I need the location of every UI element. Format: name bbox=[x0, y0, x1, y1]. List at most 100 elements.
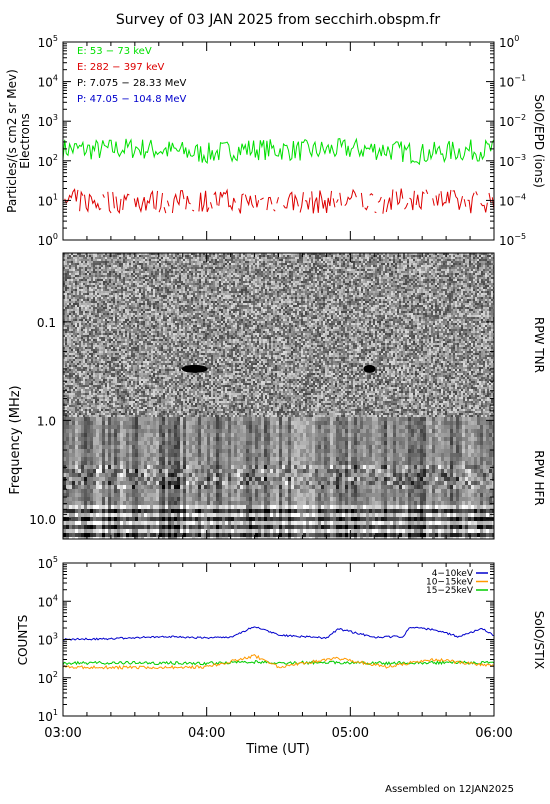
rpw-tnr-cell bbox=[145, 355, 147, 357]
epd-series-0 bbox=[63, 139, 494, 165]
rpw-tnr-cell bbox=[83, 415, 85, 417]
rpw-tnr-cell bbox=[163, 345, 165, 347]
rpw-tnr-cell bbox=[99, 347, 101, 349]
rpw-tnr-cell bbox=[79, 327, 81, 329]
rpw-tnr-cell bbox=[93, 389, 95, 391]
rpw-tnr-cell bbox=[97, 407, 99, 409]
rpw-tnr-cell bbox=[123, 293, 125, 295]
rpw-tnr-cell bbox=[117, 369, 119, 371]
rpw-tnr-cell bbox=[75, 267, 77, 269]
rpw-tnr-cell bbox=[175, 415, 177, 417]
rpw-tnr-cell bbox=[139, 331, 141, 333]
rpw-tnr-cell bbox=[85, 293, 87, 295]
rpw-tnr-cell bbox=[97, 349, 99, 351]
rpw-tnr-cell bbox=[137, 335, 139, 337]
rpw-tnr-cell bbox=[113, 259, 115, 261]
rpw-tnr-cell bbox=[181, 381, 183, 383]
rpw-tnr-cell bbox=[165, 313, 167, 315]
rpw-tnr-cell bbox=[87, 293, 89, 295]
rpw-tnr-cell bbox=[177, 341, 179, 343]
rpw-tnr-cell bbox=[73, 399, 75, 401]
rpw-tnr-cell bbox=[81, 399, 83, 401]
rpw-tnr-cell bbox=[173, 395, 175, 397]
rpw-tnr-cell bbox=[109, 415, 111, 417]
rpw-tnr-cell bbox=[135, 363, 137, 365]
rpw-tnr-cell bbox=[109, 293, 111, 295]
rpw-tnr-cell bbox=[89, 279, 91, 281]
rpw-tnr-cell bbox=[163, 267, 165, 269]
rpw-tnr-cell bbox=[145, 411, 147, 413]
rpw-tnr-cell bbox=[69, 345, 71, 347]
rpw-tnr-cell bbox=[139, 277, 141, 279]
rpw-tnr-cell bbox=[85, 263, 87, 265]
rpw-tnr-cell bbox=[119, 329, 121, 331]
rpw-tnr-cell bbox=[127, 297, 129, 299]
rpw-tnr-cell bbox=[167, 353, 169, 355]
rpw-tnr-cell bbox=[155, 329, 157, 331]
rpw-tnr-cell bbox=[145, 409, 147, 411]
rpw-tnr-cell bbox=[181, 265, 183, 267]
rpw-tnr-cell bbox=[177, 301, 179, 303]
rpw-tnr-cell bbox=[119, 325, 121, 327]
rpw-tnr-cell bbox=[163, 343, 165, 345]
rpw-tnr-cell bbox=[77, 255, 79, 257]
rpw-tnr-cell bbox=[119, 289, 121, 291]
rpw-tnr-cell bbox=[109, 331, 111, 333]
rpw-tnr-cell bbox=[85, 311, 87, 313]
rpw-tnr-cell bbox=[111, 287, 113, 289]
rpw-tnr-cell bbox=[71, 305, 73, 307]
rpw-tnr-cell bbox=[151, 395, 153, 397]
rpw-tnr-cell bbox=[167, 315, 169, 317]
rpw-tnr-cell bbox=[147, 401, 149, 403]
rpw-tnr-cell bbox=[179, 287, 181, 289]
rpw-tnr-cell bbox=[75, 411, 77, 413]
rpw-tnr-cell bbox=[109, 283, 111, 285]
rpw-tnr-cell bbox=[127, 333, 129, 335]
rpw-tnr-cell bbox=[83, 401, 85, 403]
rpw-tnr-cell bbox=[73, 277, 75, 279]
rpw-tnr-cell bbox=[153, 289, 155, 291]
rpw-tnr-cell bbox=[117, 399, 119, 401]
rpw-tnr-cell bbox=[173, 289, 175, 291]
rpw-tnr-cell bbox=[155, 389, 157, 391]
rpw-tnr-cell bbox=[143, 415, 145, 417]
rpw-tnr-cell bbox=[79, 411, 81, 413]
rpw-tnr-cell bbox=[177, 311, 179, 313]
rpw-tnr-cell bbox=[125, 269, 127, 271]
rpw-tnr-cell bbox=[157, 275, 159, 277]
rpw-tnr-cell bbox=[149, 395, 151, 397]
rpw-tnr-cell bbox=[133, 391, 135, 393]
rpw-tnr-cell bbox=[97, 311, 99, 313]
rpw-tnr-cell bbox=[173, 313, 175, 315]
rpw-tnr-cell bbox=[77, 307, 79, 309]
rpw-tnr-cell bbox=[105, 311, 107, 313]
rpw-tnr-cell bbox=[147, 327, 149, 329]
rpw-tnr-cell bbox=[139, 379, 141, 381]
rpw-tnr-cell bbox=[95, 341, 97, 343]
rpw-tnr-cell bbox=[91, 263, 93, 265]
rpw-tnr-cell bbox=[183, 313, 185, 315]
rpw-tnr-cell bbox=[73, 351, 75, 353]
rpw-tnr-cell bbox=[97, 389, 99, 391]
rpw-tnr-cell bbox=[153, 279, 155, 281]
rpw-tnr-cell bbox=[97, 341, 99, 343]
rpw-tnr-cell bbox=[65, 361, 67, 363]
rpw-tnr-cell bbox=[73, 309, 75, 311]
rpw-tnr-cell bbox=[85, 361, 87, 363]
rpw-tnr-cell bbox=[111, 413, 113, 415]
rpw-tnr-cell bbox=[105, 285, 107, 287]
rpw-tnr-cell bbox=[113, 337, 115, 339]
rpw-tnr-cell bbox=[65, 267, 67, 269]
rpw-tnr-cell bbox=[137, 363, 139, 365]
rpw-tnr-cell bbox=[79, 381, 81, 383]
rpw-tnr-cell bbox=[111, 415, 113, 417]
rpw-tnr-cell bbox=[155, 331, 157, 333]
rpw-tnr-cell bbox=[75, 387, 77, 389]
rpw-tnr-cell bbox=[155, 281, 157, 283]
rpw-tnr-cell bbox=[113, 377, 115, 379]
rpw-tnr-cell bbox=[111, 269, 113, 271]
rpw-tnr-cell bbox=[105, 397, 107, 399]
rpw-tnr-cell bbox=[119, 351, 121, 353]
rpw-tnr-cell bbox=[111, 401, 113, 403]
rpw-tnr-cell bbox=[137, 389, 139, 391]
